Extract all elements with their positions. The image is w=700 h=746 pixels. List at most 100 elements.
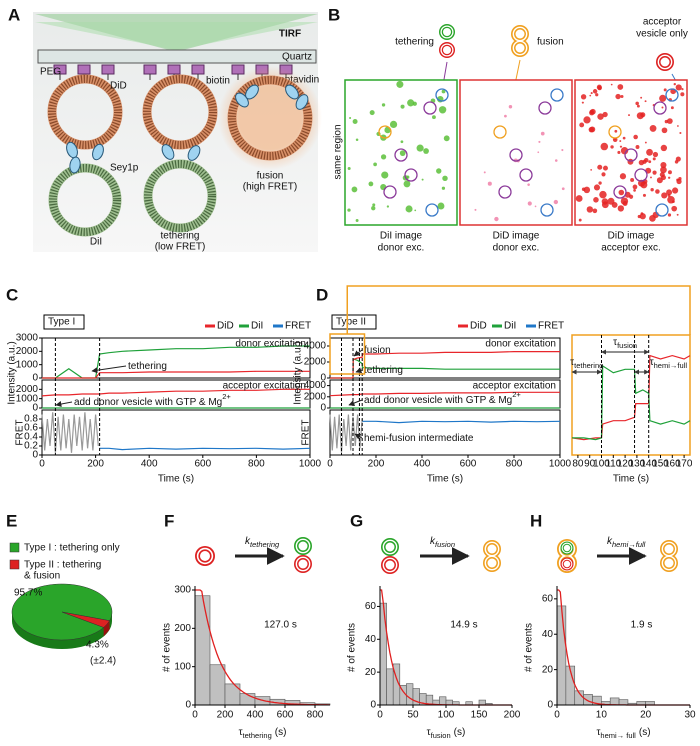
fit-curve xyxy=(557,589,690,706)
image-spot xyxy=(644,141,647,144)
image-spot xyxy=(407,99,415,107)
label: acceptor xyxy=(643,17,682,28)
image-spot xyxy=(675,84,682,91)
image-spot xyxy=(405,205,413,213)
image-spot xyxy=(368,181,374,187)
histogram-bar xyxy=(379,602,387,706)
badge-frame xyxy=(43,314,85,330)
image-spot xyxy=(603,165,608,171)
image-spot xyxy=(661,192,668,199)
image-spot xyxy=(416,144,424,152)
image-spot xyxy=(474,208,477,211)
arrow xyxy=(55,401,73,407)
image-spot xyxy=(538,140,541,143)
image-spot xyxy=(650,176,652,179)
image-spot xyxy=(655,189,660,194)
x-axis-label: τhemi→ full (s) xyxy=(596,727,650,741)
image-spot xyxy=(648,160,652,164)
vesicle-texture xyxy=(228,76,312,160)
x-tick-label: 90 xyxy=(584,459,596,470)
x-tick-label: 10 xyxy=(596,710,608,721)
image-spot xyxy=(421,178,424,181)
image-spot xyxy=(442,175,448,182)
text-part: fusion xyxy=(364,345,391,356)
trace xyxy=(99,447,311,451)
region-marker xyxy=(653,101,667,115)
image-spot xyxy=(355,138,359,141)
y-tick-label: 0 xyxy=(547,700,553,711)
image-spot xyxy=(676,213,679,216)
image-spot xyxy=(592,89,598,94)
image-spot xyxy=(406,175,410,179)
image-spot xyxy=(633,134,638,140)
x-axis-label: Time (s) xyxy=(613,474,649,485)
image-spot xyxy=(670,106,674,110)
image-spot xyxy=(649,215,656,222)
image-spot xyxy=(677,125,679,127)
image-spot xyxy=(673,82,676,86)
image-spot xyxy=(607,197,615,205)
label: tethering xyxy=(395,37,434,48)
arrow xyxy=(91,365,127,374)
histogram-bar xyxy=(439,696,447,706)
streptavidin xyxy=(231,64,245,75)
fit-label: 127.0 s xyxy=(264,620,297,631)
x-tick-label: 200 xyxy=(87,459,104,470)
legend-label: DiD xyxy=(470,321,487,332)
rate-label: khemi→full xyxy=(607,536,646,550)
image-spot xyxy=(403,180,411,188)
y-tick-label: 2000 xyxy=(16,346,39,357)
text-part: (s) xyxy=(454,727,466,738)
histogram-bar xyxy=(386,668,394,706)
image-spot xyxy=(680,92,685,97)
badge-frame xyxy=(331,314,377,330)
image-spot xyxy=(660,144,668,152)
vesicle-icon xyxy=(443,28,451,36)
image-spot xyxy=(537,151,540,154)
image-spot xyxy=(681,88,684,91)
x-tick-label: 800 xyxy=(307,710,324,721)
image-spot xyxy=(432,115,436,120)
image-spot xyxy=(667,118,673,124)
region-marker xyxy=(378,125,392,139)
y-tick-label: 40 xyxy=(365,634,377,645)
image-spot xyxy=(619,140,622,143)
image-spot xyxy=(527,183,530,186)
inset-frame xyxy=(571,334,691,456)
image-spot xyxy=(590,168,592,171)
sey1p xyxy=(92,143,104,161)
subplot-label: acceptor excitation xyxy=(473,381,556,392)
image-spot xyxy=(593,184,601,191)
x-tick-label: 200 xyxy=(217,710,234,721)
y-tick-label: 60 xyxy=(365,601,377,612)
image-spot xyxy=(666,189,673,196)
region-marker xyxy=(655,203,669,217)
panel-letter: E xyxy=(6,511,17,530)
panel-letter: A xyxy=(8,5,20,24)
text-part: τ xyxy=(427,727,431,738)
image-spot xyxy=(622,200,628,206)
y-tick-label: 3000 xyxy=(16,333,39,344)
data-label: 95.7% xyxy=(14,588,42,599)
y-axis-label: FRET xyxy=(301,419,312,445)
x-tick-label: 100 xyxy=(593,459,610,470)
x-axis-label: τfusion (s) xyxy=(427,727,466,741)
region-marker xyxy=(509,148,523,162)
text-part: tethering xyxy=(128,361,167,372)
image-spot xyxy=(400,140,404,144)
image-spot xyxy=(508,105,513,109)
y-tick-label: 0 xyxy=(320,373,326,384)
image-spot xyxy=(664,119,669,124)
text-part: hemi→full xyxy=(654,361,688,370)
trace xyxy=(41,412,99,453)
annotation: tethering xyxy=(128,361,167,372)
image-spot xyxy=(646,148,653,156)
image-spot xyxy=(561,187,565,191)
legend-label: FRET xyxy=(538,321,564,332)
image-spot xyxy=(633,189,636,192)
text-part: hemi→ full xyxy=(600,731,636,740)
fit-label: 1.9 s xyxy=(631,620,653,631)
image-spot xyxy=(642,159,647,164)
trace xyxy=(42,370,310,379)
image-spot xyxy=(659,94,667,102)
